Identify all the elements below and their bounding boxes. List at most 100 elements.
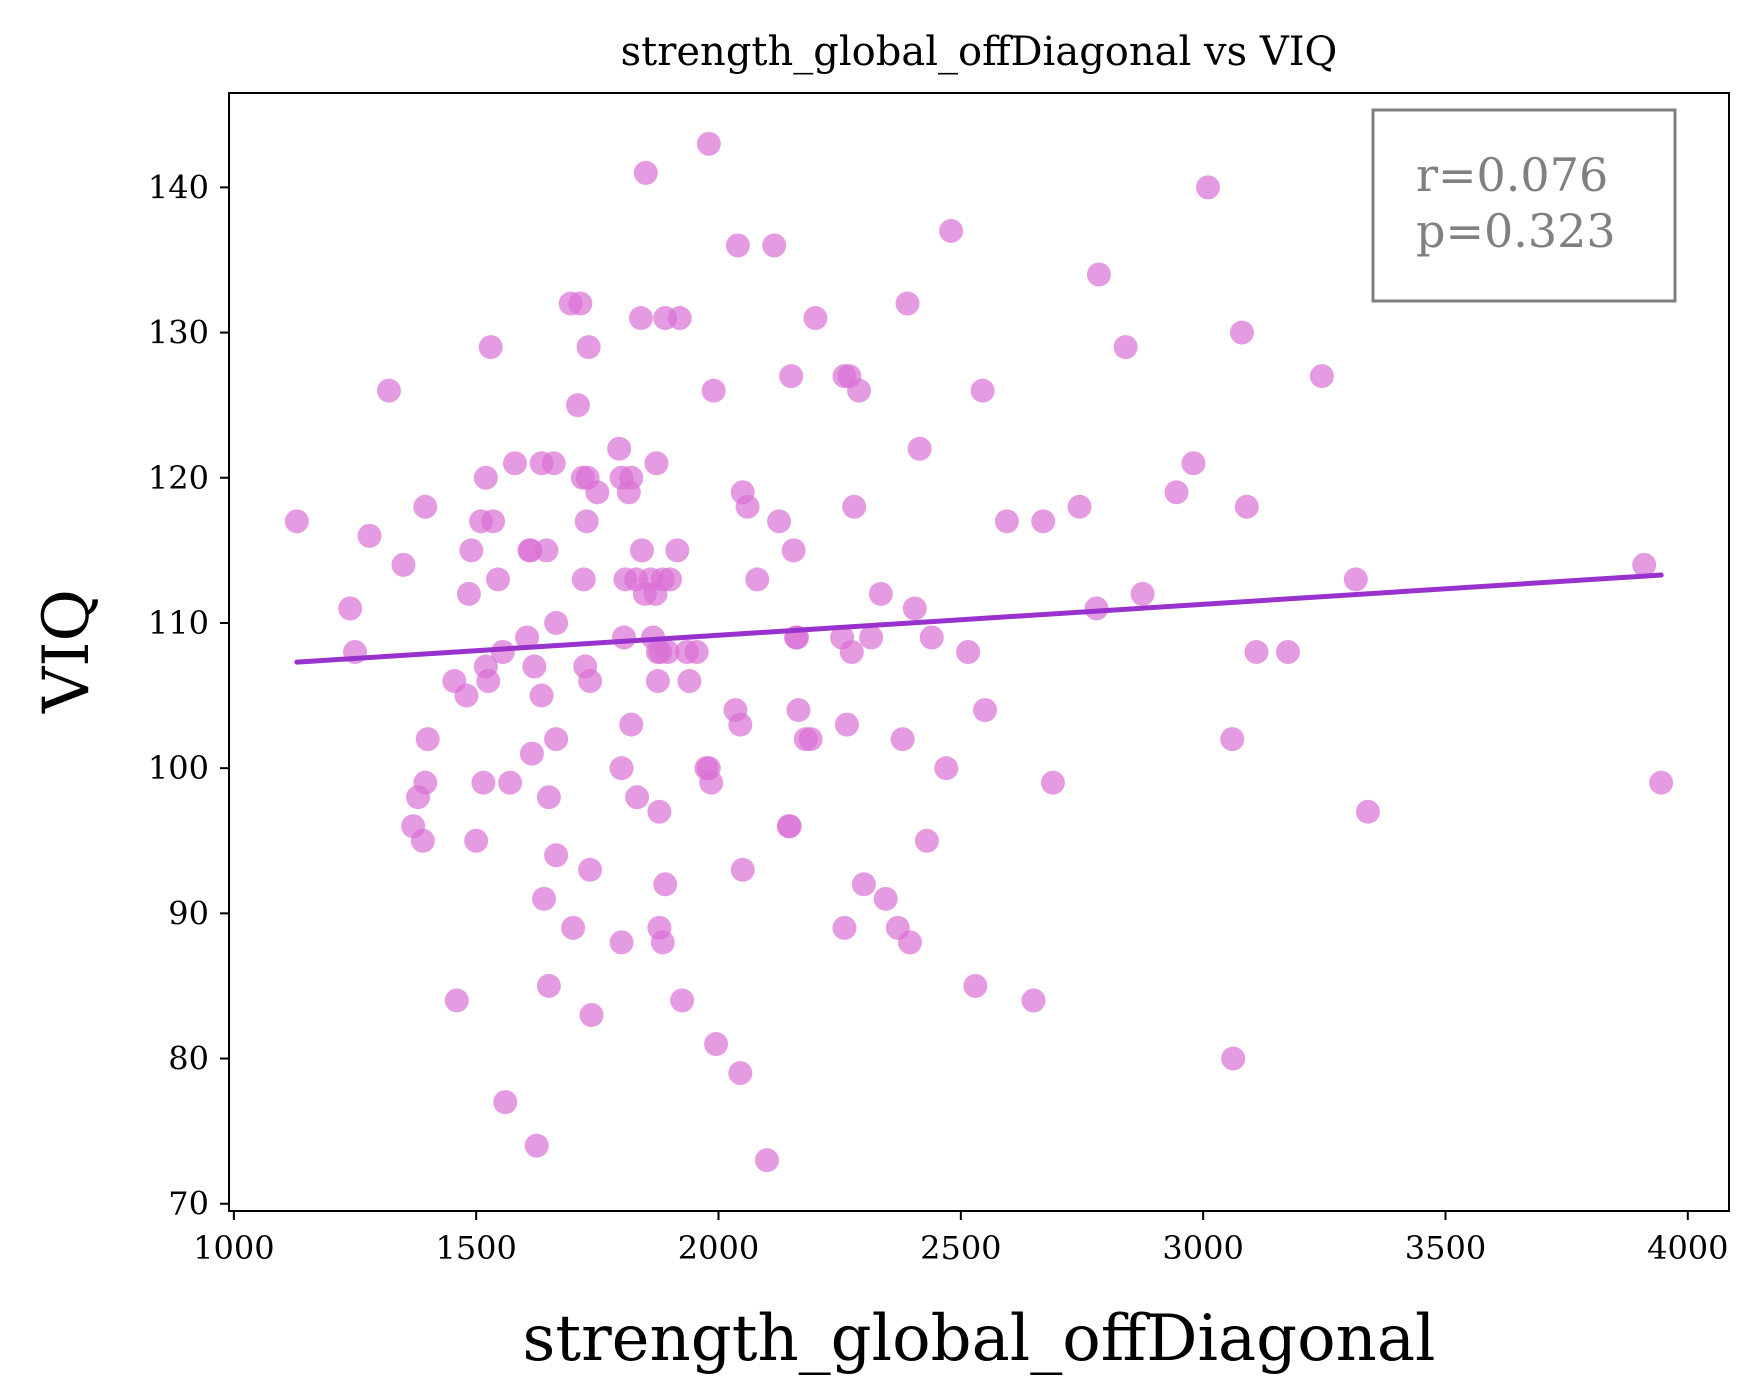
data-point-15 [456, 581, 481, 606]
data-point-37 [529, 683, 554, 708]
data-point-131 [851, 872, 876, 897]
data-point-10 [415, 727, 440, 752]
data-point-153 [1067, 494, 1092, 519]
data-point-3 [357, 523, 382, 548]
data-point-62 [609, 756, 634, 781]
y-tick-label-70: 70 [168, 1185, 209, 1223]
stats-annotation-frame [1371, 108, 1677, 303]
data-point-104 [728, 712, 753, 737]
data-point-35 [524, 1133, 549, 1158]
data-point-1 [338, 596, 363, 621]
data-point-159 [1181, 451, 1206, 476]
data-point-72 [629, 538, 654, 563]
data-point-89 [658, 567, 683, 592]
data-point-158 [1164, 480, 1189, 505]
x-tick-label-2500: 2500 [920, 1229, 1001, 1267]
x-tick-label-2000: 2000 [678, 1229, 759, 1267]
data-point-42 [541, 451, 566, 476]
data-point-59 [585, 480, 610, 505]
data-point-146 [963, 973, 988, 998]
stats-annotation-box: r=0.076 p=0.323 [1371, 108, 1677, 303]
data-point-143 [934, 756, 959, 781]
data-point-136 [890, 727, 915, 752]
data-point-38 [532, 886, 557, 911]
data-point-111 [762, 233, 787, 258]
data-point-162 [1221, 1046, 1246, 1071]
data-point-25 [485, 567, 510, 592]
data-point-166 [1275, 640, 1300, 664]
data-point-17 [464, 828, 489, 853]
data-point-133 [868, 581, 893, 606]
data-point-150 [1021, 988, 1046, 1013]
y-tick-label-140: 140 [148, 168, 209, 206]
data-point-28 [498, 770, 523, 795]
data-point-19 [471, 770, 496, 795]
data-point-74 [633, 160, 658, 185]
data-point-108 [735, 494, 760, 519]
data-point-40 [536, 785, 561, 810]
y-axis-label: VIQ [30, 589, 104, 714]
data-point-152 [1040, 770, 1065, 795]
data-point-5 [391, 552, 416, 577]
data-point-87 [653, 872, 678, 897]
data-point-55 [576, 335, 601, 360]
data-point-109 [745, 567, 770, 592]
x-axis-label: strength_global_offDiagonal [523, 1302, 1436, 1376]
data-point-98 [696, 131, 721, 156]
data-point-140 [907, 436, 932, 461]
data-point-155 [1086, 262, 1111, 287]
data-point-48 [565, 393, 590, 418]
data-point-20 [473, 465, 498, 490]
x-tick-label-4000: 4000 [1647, 1229, 1728, 1267]
data-point-24 [478, 335, 503, 360]
data-point-67 [619, 465, 644, 490]
data-point-0 [284, 509, 309, 534]
data-point-169 [1355, 799, 1380, 824]
data-point-171 [1649, 770, 1674, 795]
data-point-44 [544, 727, 569, 752]
data-point-154 [1084, 596, 1109, 621]
data-point-78 [644, 451, 669, 476]
data-point-81 [647, 799, 672, 824]
data-point-134 [873, 886, 898, 911]
x-axis-ticks: 1000 1500 2000 2500 3000 3500 4000 [193, 1211, 1729, 1267]
data-point-107 [730, 857, 755, 882]
data-point-99 [699, 770, 724, 795]
data-point-51 [571, 567, 596, 592]
points-layer [284, 131, 1674, 1173]
data-point-26 [490, 640, 515, 664]
data-point-27 [493, 1090, 518, 1115]
y-tick-label-90: 90 [168, 894, 209, 932]
data-point-70 [625, 785, 650, 810]
data-point-11 [413, 494, 438, 519]
data-point-114 [777, 814, 802, 839]
data-point-8 [410, 828, 435, 853]
data-point-49 [568, 291, 593, 316]
data-point-147 [970, 378, 995, 403]
data-point-47 [561, 915, 586, 940]
data-point-105 [728, 1061, 753, 1086]
data-point-139 [902, 596, 927, 621]
chart-title: strength_global_offDiagonal vs VIQ [621, 29, 1338, 75]
data-point-30 [515, 625, 540, 650]
data-point-85 [650, 930, 675, 955]
data-point-23 [481, 509, 506, 534]
data-point-163 [1229, 320, 1254, 345]
data-point-16 [459, 538, 484, 563]
data-point-56 [578, 669, 603, 694]
data-point-165 [1244, 640, 1269, 664]
data-point-161 [1220, 727, 1245, 752]
data-point-71 [628, 306, 653, 331]
data-point-145 [956, 640, 981, 664]
data-point-60 [607, 436, 632, 461]
data-point-126 [834, 712, 859, 737]
data-point-34 [522, 654, 547, 679]
data-point-94 [677, 669, 702, 694]
p-value-label: p=0.323 [1416, 204, 1616, 258]
data-point-43 [544, 610, 569, 635]
data-point-119 [786, 698, 811, 723]
y-tick-label-130: 130 [148, 314, 209, 352]
data-point-116 [781, 538, 806, 563]
data-point-33 [519, 741, 544, 766]
